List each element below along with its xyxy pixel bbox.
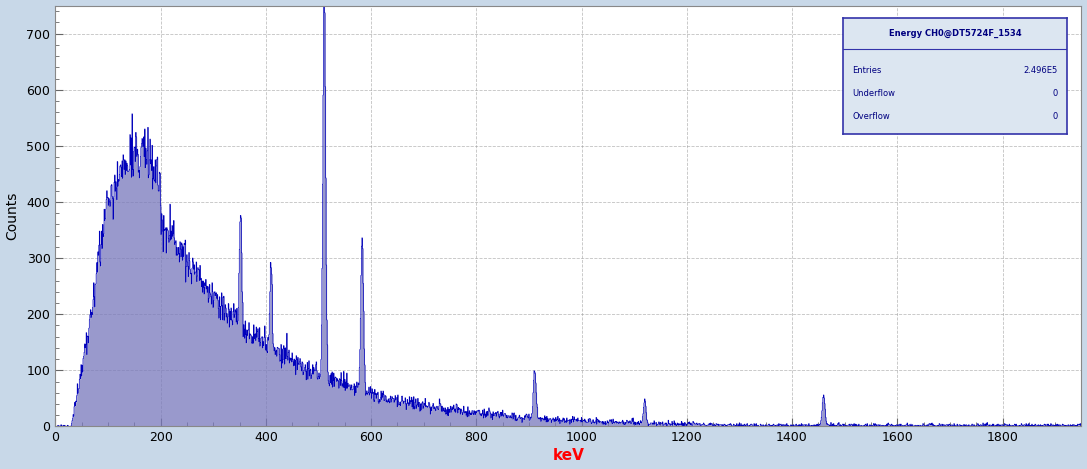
X-axis label: keV: keV bbox=[552, 448, 585, 463]
Y-axis label: Counts: Counts bbox=[5, 192, 20, 240]
